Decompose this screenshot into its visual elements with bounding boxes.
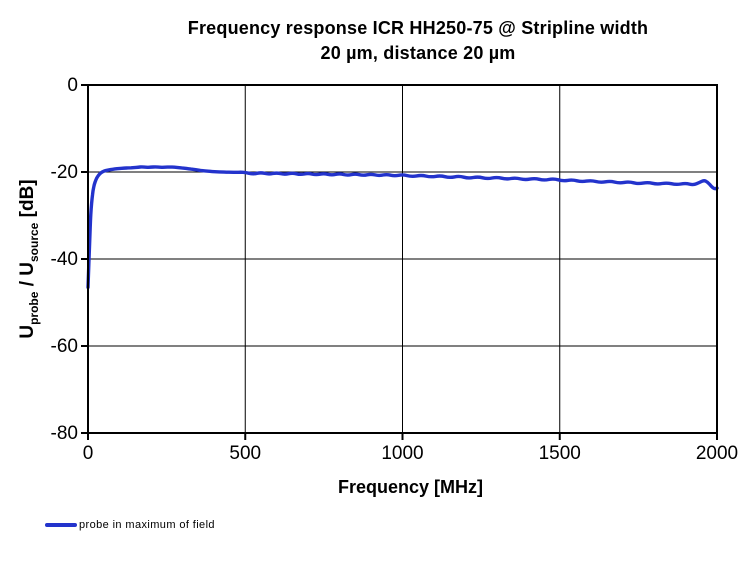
y-axis-title-tail: [dB] (17, 179, 39, 223)
y-tick-label: -80 (51, 423, 78, 444)
legend-line-swatch (45, 523, 77, 527)
x-tick-label: 0 (83, 443, 94, 464)
x-tick-label: 1500 (539, 443, 581, 464)
y-tick-label: -40 (51, 249, 78, 270)
chart-title: Frequency response ICR HH250-75 @ Stripl… (90, 16, 746, 66)
x-tick-label: 500 (229, 443, 261, 464)
x-tick-label: 1000 (381, 443, 423, 464)
y-axis-title-mid: / U (17, 261, 39, 292)
y-tick-label: -20 (51, 162, 78, 183)
legend-label: probe in maximum of field (79, 519, 215, 531)
chart-title-line1: Frequency response ICR HH250-75 @ Stripl… (187, 18, 649, 38)
x-tick-label: 2000 (696, 443, 738, 464)
y-axis-title-sub2: source (26, 222, 41, 262)
y-tick-label: -60 (51, 336, 78, 357)
series-line (86, 165, 719, 289)
y-axis-title: Uprobe / Usource [dB] (17, 179, 41, 338)
x-axis-title: Frequency [MHz] (337, 477, 483, 497)
y-tick-label: 0 (67, 75, 78, 96)
y-axis-title-u1: U (17, 324, 39, 339)
legend: probe in maximum of field (45, 517, 215, 533)
chart-title-line2: 20 µm, distance 20 µm (320, 43, 516, 63)
y-axis-title-sub1: probe (26, 291, 41, 325)
